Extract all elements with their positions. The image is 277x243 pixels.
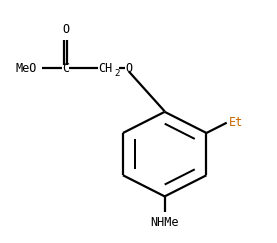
Text: O: O — [125, 62, 132, 75]
Text: 2: 2 — [114, 69, 120, 78]
Text: CH: CH — [99, 62, 113, 75]
Text: NHMe: NHMe — [150, 216, 179, 229]
Text: O: O — [62, 23, 69, 36]
Text: C: C — [62, 62, 69, 75]
Text: MeO: MeO — [16, 62, 37, 75]
Text: Et: Et — [229, 116, 243, 129]
